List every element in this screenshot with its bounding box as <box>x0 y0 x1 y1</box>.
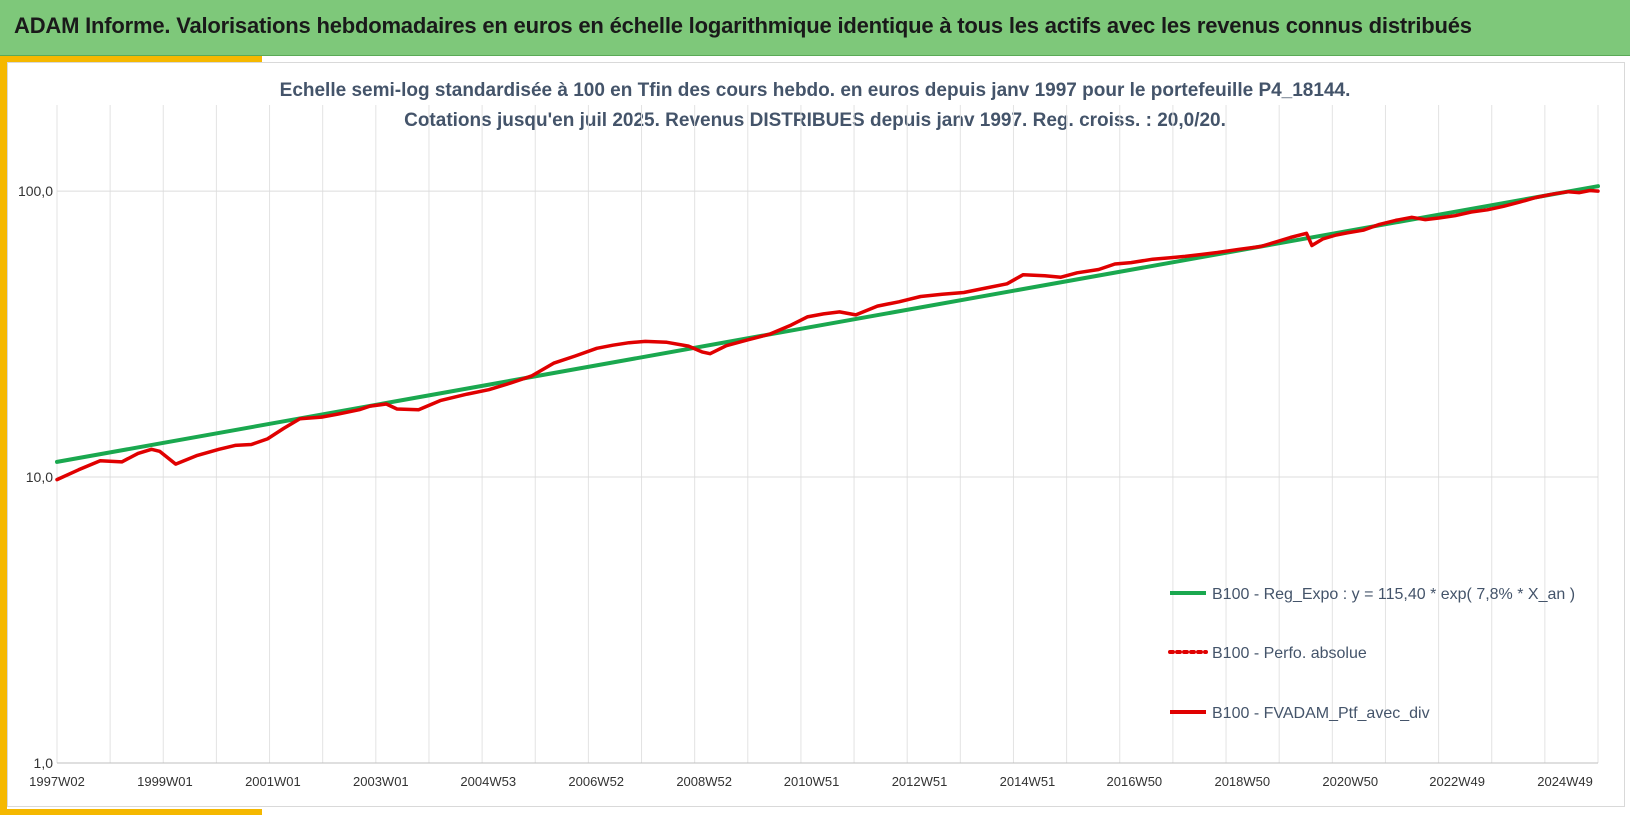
y-tick-label: 1,0 <box>34 755 54 771</box>
x-tick-label: 1997W02 <box>29 774 85 789</box>
x-tick-label: 2008W52 <box>676 774 732 789</box>
series-portfolio-line <box>55 188 1600 482</box>
legend-label: B100 - Perfo. absolue <box>1212 645 1367 662</box>
x-tick-label: 2003W01 <box>353 774 409 789</box>
y-axis-ticks: 1,0 10,0 100,0 <box>18 183 53 771</box>
header-banner: ADAM Informe. Valorisations hebdomadaire… <box>0 0 1630 56</box>
x-tick-label: 2014W51 <box>1000 774 1056 789</box>
x-tick-label: 2004W53 <box>460 774 516 789</box>
grid <box>56 105 1599 764</box>
x-tick-label: 2016W50 <box>1107 774 1163 789</box>
legend-label: B100 - Reg_Expo : y = 115,40 * exp( 7,8%… <box>1212 586 1575 603</box>
y-tick-label: 10,0 <box>26 469 53 485</box>
legend-label: B100 - FVADAM_Ptf_avec_div <box>1212 705 1430 722</box>
chart-title: Echelle semi-log standardisée à 100 en T… <box>279 80 1351 101</box>
accent-bar-top <box>0 56 262 62</box>
x-tick-label: 1999W01 <box>137 774 193 789</box>
series-layer <box>55 184 1600 482</box>
x-tick-label: 2022W49 <box>1429 774 1485 789</box>
x-tick-label: 2010W51 <box>784 774 840 789</box>
y-tick-label: 100,0 <box>18 183 53 199</box>
x-tick-label: 2001W01 <box>245 774 301 789</box>
page-title: ADAM Informe. Valorisations hebdomadaire… <box>14 13 1472 38</box>
accent-bar-left <box>0 56 7 815</box>
x-tick-label: 2018W50 <box>1214 774 1270 789</box>
x-tick-label: 2024W49 <box>1537 774 1593 789</box>
legend: B100 - Reg_Expo : y = 115,40 * exp( 7,8%… <box>1168 586 1575 722</box>
x-axis-ticks: 1997W02 1999W01 2001W01 2003W01 2004W53 2006W… <box>29 774 1593 789</box>
chart-subtitle: Cotations jusqu'en juil 2025. Revenus DI… <box>404 110 1226 131</box>
x-tick-label: 2012W51 <box>892 774 948 789</box>
x-tick-label: 2006W52 <box>568 774 624 789</box>
accent-bar-bottom <box>0 809 262 815</box>
x-tick-label: 2020W50 <box>1322 774 1378 789</box>
